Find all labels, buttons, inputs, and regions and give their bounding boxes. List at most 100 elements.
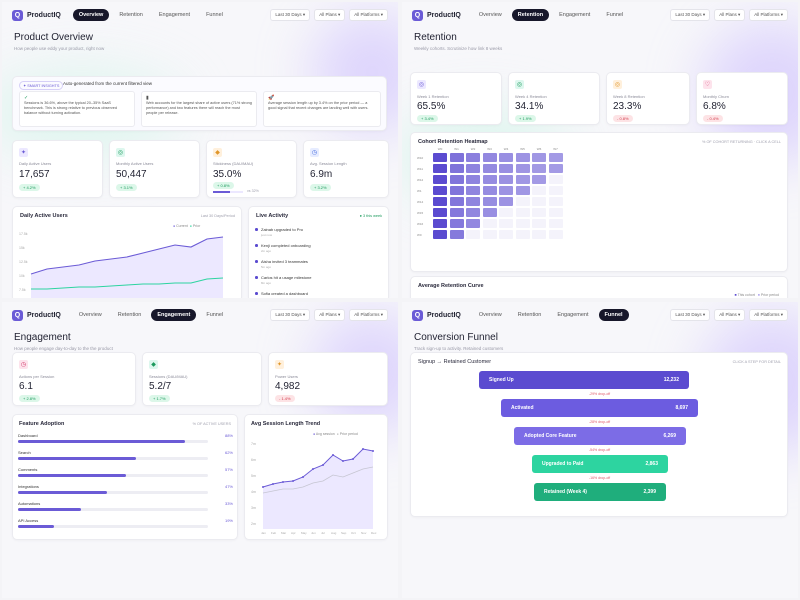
tab-funnel[interactable]: Funnel — [206, 12, 223, 18]
tab-engagement[interactable]: Engagement — [557, 312, 589, 318]
plan-select[interactable]: All Plans ▾ — [714, 9, 746, 21]
kpi-card[interactable]: ◆ Stickiness (DAU/MAU) 35.0% + 0.8% vs 3… — [206, 140, 297, 198]
heatmap-cell[interactable] — [482, 219, 497, 228]
heatmap-cell[interactable] — [548, 219, 563, 228]
platform-select[interactable]: All Platforms ▾ — [349, 309, 388, 321]
date-range-select[interactable]: Last 30 Days ▾ — [270, 309, 311, 321]
heatmap-cell[interactable] — [515, 153, 530, 162]
heatmap-cell[interactable] — [532, 186, 546, 195]
kpi-card[interactable]: ♡ Monthly Churn 6.8% - 0.4% — [696, 72, 788, 125]
heatmap-cell[interactable] — [515, 197, 530, 206]
heatmap-cell[interactable] — [548, 197, 563, 206]
tab-engagement[interactable]: Engagement — [559, 12, 591, 18]
heatmap-cell[interactable] — [482, 208, 497, 217]
heatmap-cell[interactable] — [499, 153, 513, 162]
funnel-step[interactable]: Adopted Core Feature 6,269 — [514, 427, 686, 445]
kpi-card[interactable]: ◎ Monthly Active Users 50,447 + 3.1% — [109, 140, 200, 198]
heatmap-cell[interactable] — [449, 230, 464, 239]
heatmap-cell[interactable] — [548, 175, 563, 184]
heatmap-cell[interactable] — [466, 186, 480, 195]
heatmap-cell[interactable] — [449, 208, 464, 217]
heatmap-cell[interactable] — [466, 153, 480, 162]
logo[interactable]: Q ProductIQ — [12, 309, 61, 321]
platform-select[interactable]: All Platforms ▾ — [749, 9, 788, 21]
heatmap-cell[interactable] — [499, 164, 513, 173]
tab-retention[interactable]: Retention — [511, 9, 550, 21]
logo[interactable]: Q ProductIQ — [412, 9, 461, 21]
heatmap-cell[interactable] — [548, 208, 563, 217]
funnel-step[interactable]: Upgraded to Paid 2,863 — [532, 455, 668, 473]
heatmap-cell[interactable] — [466, 175, 480, 184]
kpi-card[interactable]: ◷ Actions per Session 6.1 + 2.8% — [12, 352, 136, 406]
plan-select[interactable]: All Plans ▾ — [314, 309, 346, 321]
logo[interactable]: Q ProductIQ — [12, 9, 61, 21]
tab-funnel[interactable]: Funnel — [598, 309, 629, 321]
funnel-step[interactable]: Retained (Week 4) 2,399 — [534, 483, 666, 501]
heatmap-cell[interactable] — [466, 208, 480, 217]
heatmap-cell[interactable] — [482, 164, 497, 173]
heatmap-cell[interactable] — [515, 219, 530, 228]
heatmap-cell[interactable] — [515, 208, 530, 217]
heatmap-cell[interactable] — [482, 230, 497, 239]
heatmap-cell[interactable] — [449, 219, 464, 228]
tab-retention[interactable]: Retention — [119, 12, 143, 18]
plan-select[interactable]: All Plans ▾ — [314, 9, 346, 21]
plan-select[interactable]: All Plans ▾ — [714, 309, 746, 321]
heatmap-cell[interactable] — [466, 197, 480, 206]
heatmap-cell[interactable] — [532, 208, 546, 217]
heatmap-cell[interactable] — [449, 197, 464, 206]
heatmap-cell[interactable] — [482, 186, 497, 195]
heatmap-cell[interactable] — [482, 153, 497, 162]
heatmap-cell[interactable] — [515, 230, 530, 239]
tab-overview[interactable]: Overview — [78, 312, 102, 318]
heatmap-cell[interactable] — [433, 164, 447, 173]
activity-item[interactable]: Sofia created a dashboard — [255, 291, 308, 296]
heatmap-cell[interactable] — [433, 197, 447, 206]
heatmap-cell[interactable] — [449, 164, 464, 173]
kpi-card[interactable]: ◎ Week 4 Retention 34.1% + 1.9% — [508, 72, 600, 125]
heatmap-cell[interactable] — [466, 164, 480, 173]
heatmap-cell[interactable] — [548, 164, 563, 173]
funnel-step[interactable]: Activated 8,697 — [501, 399, 698, 417]
heatmap-cell[interactable] — [515, 164, 530, 173]
tab-retention[interactable]: Retention — [517, 312, 542, 318]
kpi-card[interactable]: ◆ Sessions (DAU/MAU) 5.2/7 + 1.7% — [142, 352, 262, 406]
heatmap-cell[interactable] — [499, 197, 513, 206]
heatmap-cell[interactable] — [532, 197, 546, 206]
heatmap-cell[interactable] — [466, 230, 480, 239]
heatmap-cell[interactable] — [466, 219, 480, 228]
tab-funnel[interactable]: Funnel — [206, 312, 224, 318]
heatmap-cell[interactable] — [532, 175, 546, 184]
heatmap-cell[interactable] — [433, 230, 447, 239]
tab-overview[interactable]: Overview — [478, 312, 502, 318]
heatmap-cell[interactable] — [433, 208, 447, 217]
heatmap-cell[interactable] — [548, 186, 563, 195]
kpi-card[interactable]: ◷ Avg. Session Length 6.9m + 3.2% — [303, 140, 389, 198]
date-range-select[interactable]: Last 30 Days ▾ — [670, 9, 711, 21]
heatmap-cell[interactable] — [515, 175, 530, 184]
tab-funnel[interactable]: Funnel — [606, 12, 624, 18]
heatmap-cell[interactable] — [433, 175, 447, 184]
heatmap-cell[interactable] — [433, 153, 447, 162]
heatmap-cell[interactable] — [532, 219, 546, 228]
heatmap-cell[interactable] — [449, 186, 464, 195]
platform-select[interactable]: All Platforms ▾ — [749, 309, 788, 321]
platform-select[interactable]: All Platforms ▾ — [349, 9, 388, 21]
kpi-card[interactable]: ◎ Week 1 Retention 65.5% + 3.4% — [410, 72, 502, 125]
tab-engagement[interactable]: Engagement — [151, 309, 197, 321]
heatmap-cell[interactable] — [499, 186, 513, 195]
date-range-select[interactable]: Last 30 Days ▾ — [270, 9, 311, 21]
heatmap-cell[interactable] — [449, 153, 464, 162]
tab-retention[interactable]: Retention — [117, 312, 142, 318]
activity-item[interactable]: Kenji completed onboarding 2m ago — [255, 243, 311, 253]
logo[interactable]: Q ProductIQ — [412, 309, 461, 321]
activity-item[interactable]: Zainab upgraded to Pro just now — [255, 227, 303, 237]
funnel-step[interactable]: Signed Up 12,232 — [479, 371, 689, 389]
heatmap-cell[interactable] — [532, 230, 546, 239]
heatmap-cell[interactable] — [532, 153, 546, 162]
tab-engagement[interactable]: Engagement — [158, 12, 191, 18]
tab-overview[interactable]: Overview — [478, 12, 502, 18]
heatmap-cell[interactable] — [499, 230, 513, 239]
heatmap-cell[interactable] — [433, 219, 447, 228]
kpi-card[interactable]: ✦ Daily Active Users 17,657 + 4.2% — [12, 140, 103, 198]
